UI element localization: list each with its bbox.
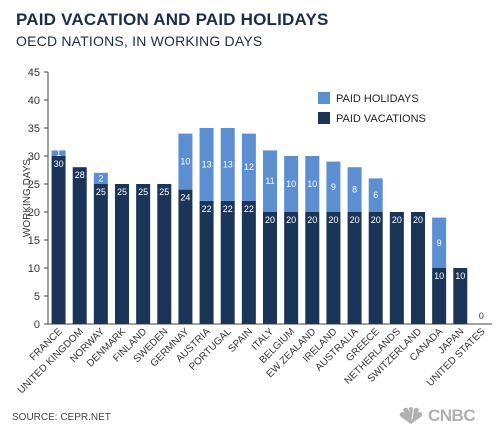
bar-paid-holidays — [347, 167, 362, 212]
data-label-vacation: 25 — [96, 187, 106, 197]
data-label-vacation: 20 — [392, 215, 402, 225]
data-label-vacation: 25 — [117, 187, 127, 197]
legend-label-holidays: PAID HOLIDAYS — [336, 93, 419, 105]
bar-paid-vacations — [347, 212, 362, 324]
chart-title: PAID VACATION AND PAID HOLIDAYS — [16, 10, 329, 29]
source-note: SOURCE: CEPR.NET — [12, 412, 111, 423]
y-tick-label: 35 — [28, 123, 40, 135]
bar-paid-holidays — [305, 156, 320, 212]
bar-paid-vacations — [411, 212, 425, 324]
y-tick-label: 20 — [28, 207, 40, 219]
y-tick-label: 40 — [28, 95, 40, 107]
data-label-holiday: 10 — [180, 157, 190, 167]
data-label-vacation: 20 — [413, 215, 423, 225]
data-label-vacation: 25 — [138, 187, 148, 197]
data-label-vacation: 20 — [265, 215, 275, 225]
legend-label-vacations: PAID VACATIONS — [336, 113, 426, 125]
data-label-holiday: 10 — [286, 179, 296, 189]
data-label-vacation: 22 — [244, 204, 254, 214]
y-tick-label: 5 — [34, 291, 40, 303]
bar-paid-holidays — [51, 150, 66, 156]
data-label-holiday: 9 — [437, 238, 442, 248]
bar-paid-vacations — [263, 212, 277, 324]
data-label-holiday: 12 — [244, 162, 254, 172]
data-label-vacation: 20 — [328, 215, 338, 225]
data-label-holiday: 6 — [373, 190, 378, 200]
bar-paid-vacations — [93, 184, 108, 324]
bar-paid-holidays — [368, 178, 383, 212]
cnbc-logo-text: CNBC — [428, 406, 476, 425]
bar-paid-vacations — [51, 156, 66, 324]
bar-paid-vacations — [368, 212, 383, 324]
data-label-vacation: 10 — [434, 271, 444, 281]
data-label-holiday: 8 — [352, 185, 357, 195]
y-tick-label: 25 — [28, 179, 40, 191]
data-label-holiday: 10 — [307, 179, 317, 189]
data-label-vacation: 24 — [180, 193, 190, 203]
bar-paid-holidays — [199, 128, 214, 201]
data-label-vacation: 20 — [286, 215, 296, 225]
data-label-holiday: 2 — [98, 173, 103, 183]
bar-paid-vacations — [136, 184, 151, 324]
data-label-vacation: 20 — [350, 215, 360, 225]
bar-paid-vacations — [72, 167, 87, 324]
data-label-holiday: 13 — [223, 159, 233, 169]
bar-paid-holidays — [220, 128, 235, 201]
bar-paid-holidays — [432, 217, 447, 268]
bar-paid-vacations — [453, 268, 468, 324]
bar-paid-holidays — [263, 150, 277, 212]
bar-paid-vacations — [178, 189, 193, 324]
y-tick-label: 10 — [28, 263, 40, 275]
data-label-holiday: 13 — [202, 159, 212, 169]
y-tick-label: 15 — [28, 235, 40, 247]
data-label-vacation: 25 — [159, 187, 169, 197]
bar-paid-holidays — [326, 161, 341, 212]
bar-paid-vacations — [432, 268, 447, 324]
peacock-icon — [399, 407, 423, 424]
bar-paid-holidays — [284, 156, 299, 212]
data-label-vacation: 20 — [307, 215, 317, 225]
y-tick-label: 30 — [28, 151, 40, 163]
bar-paid-vacations — [326, 212, 341, 324]
y-axis-title: WORKING DAYS — [22, 159, 33, 237]
data-label-vacation: 0 — [479, 311, 484, 321]
bar-paid-vacations — [157, 184, 172, 324]
bar-paid-vacations — [305, 212, 320, 324]
bar-paid-vacations — [284, 212, 299, 324]
cnbc-logo: CNBC — [398, 406, 476, 426]
y-tick-label: 45 — [28, 67, 40, 79]
bar-paid-holidays — [93, 172, 108, 184]
y-tick-label: 0 — [34, 319, 40, 331]
chart-subtitle: OECD NATIONS, IN WORKING DAYS — [16, 33, 263, 49]
bar-paid-vacations — [199, 200, 214, 324]
bar-paid-holidays — [178, 133, 193, 190]
data-label-vacation: 20 — [371, 215, 381, 225]
bar-paid-vacations — [220, 200, 235, 324]
data-label-holiday: 9 — [331, 182, 336, 192]
bar-paid-vacations — [241, 200, 256, 324]
data-label-holiday: 1 — [56, 148, 61, 158]
data-label-holiday: 11 — [265, 176, 274, 186]
data-label-vacation: 22 — [202, 204, 212, 214]
bar-paid-vacations — [115, 184, 129, 324]
legend-swatch-vacations — [318, 112, 330, 124]
data-label-vacation: 28 — [75, 170, 85, 180]
data-label-vacation: 22 — [223, 204, 233, 214]
legend-swatch-holidays — [318, 92, 330, 104]
bar-paid-vacations — [389, 212, 404, 324]
data-label-vacation: 30 — [54, 159, 64, 169]
data-label-vacation: 10 — [455, 271, 465, 281]
x-tick-label: SPAIN — [226, 326, 254, 354]
bar-paid-holidays — [241, 133, 256, 201]
